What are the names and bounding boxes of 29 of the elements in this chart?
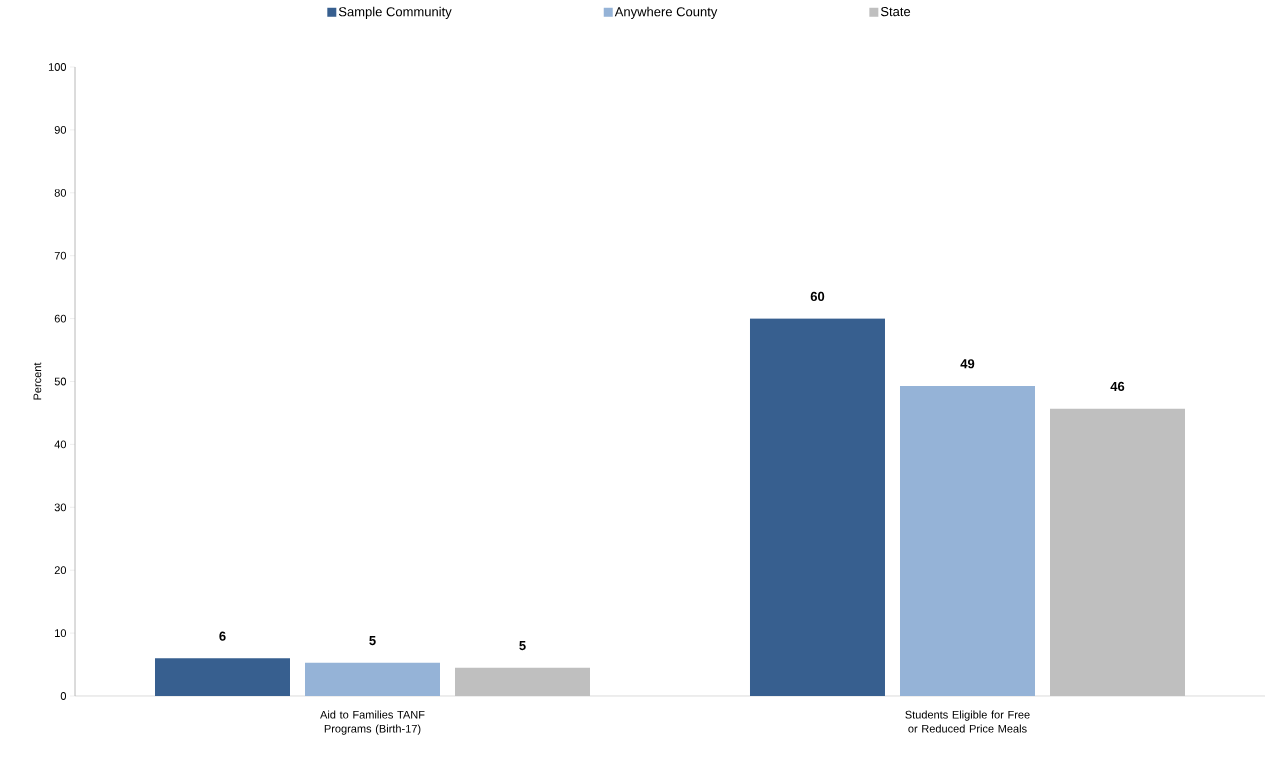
- data-label: 49: [960, 359, 975, 369]
- legend-label: Anywhere County: [614, 6, 718, 19]
- bar: [155, 658, 290, 696]
- y-tick-label: 50: [54, 377, 67, 386]
- data-label: 5: [519, 641, 526, 651]
- y-axis-title: Percent: [33, 362, 42, 400]
- data-label: 46: [1110, 381, 1125, 392]
- data-label: 6: [219, 631, 226, 641]
- y-tick-label: 100: [48, 63, 67, 71]
- x-tick-label: Students Eligible for Free or Reduced Price Meals: [905, 710, 1030, 733]
- bar: [899, 385, 1035, 696]
- bar: [305, 662, 440, 696]
- y-tick-label: 10: [55, 629, 67, 637]
- y-tick-label: 90: [54, 126, 67, 134]
- y-tick-label: 30: [54, 503, 67, 512]
- data-label: 5: [369, 636, 376, 646]
- bar: [1049, 408, 1185, 696]
- bar: [749, 318, 885, 696]
- y-tick-label: 20: [54, 566, 67, 575]
- y-tick-label: 80: [54, 188, 67, 197]
- y-tick-label: 0: [60, 692, 67, 700]
- y-tick-label: 70: [54, 251, 67, 260]
- data-label: 60: [810, 291, 825, 302]
- legend-label: State: [880, 6, 911, 17]
- x-tick-label: Aid to Families TANF Programs (Birth-17): [320, 710, 425, 735]
- y-tick-label: 60: [54, 314, 67, 323]
- y-tick-label: 40: [54, 440, 67, 449]
- bar: [455, 667, 590, 696]
- legend-label: Sample Community: [338, 6, 452, 19]
